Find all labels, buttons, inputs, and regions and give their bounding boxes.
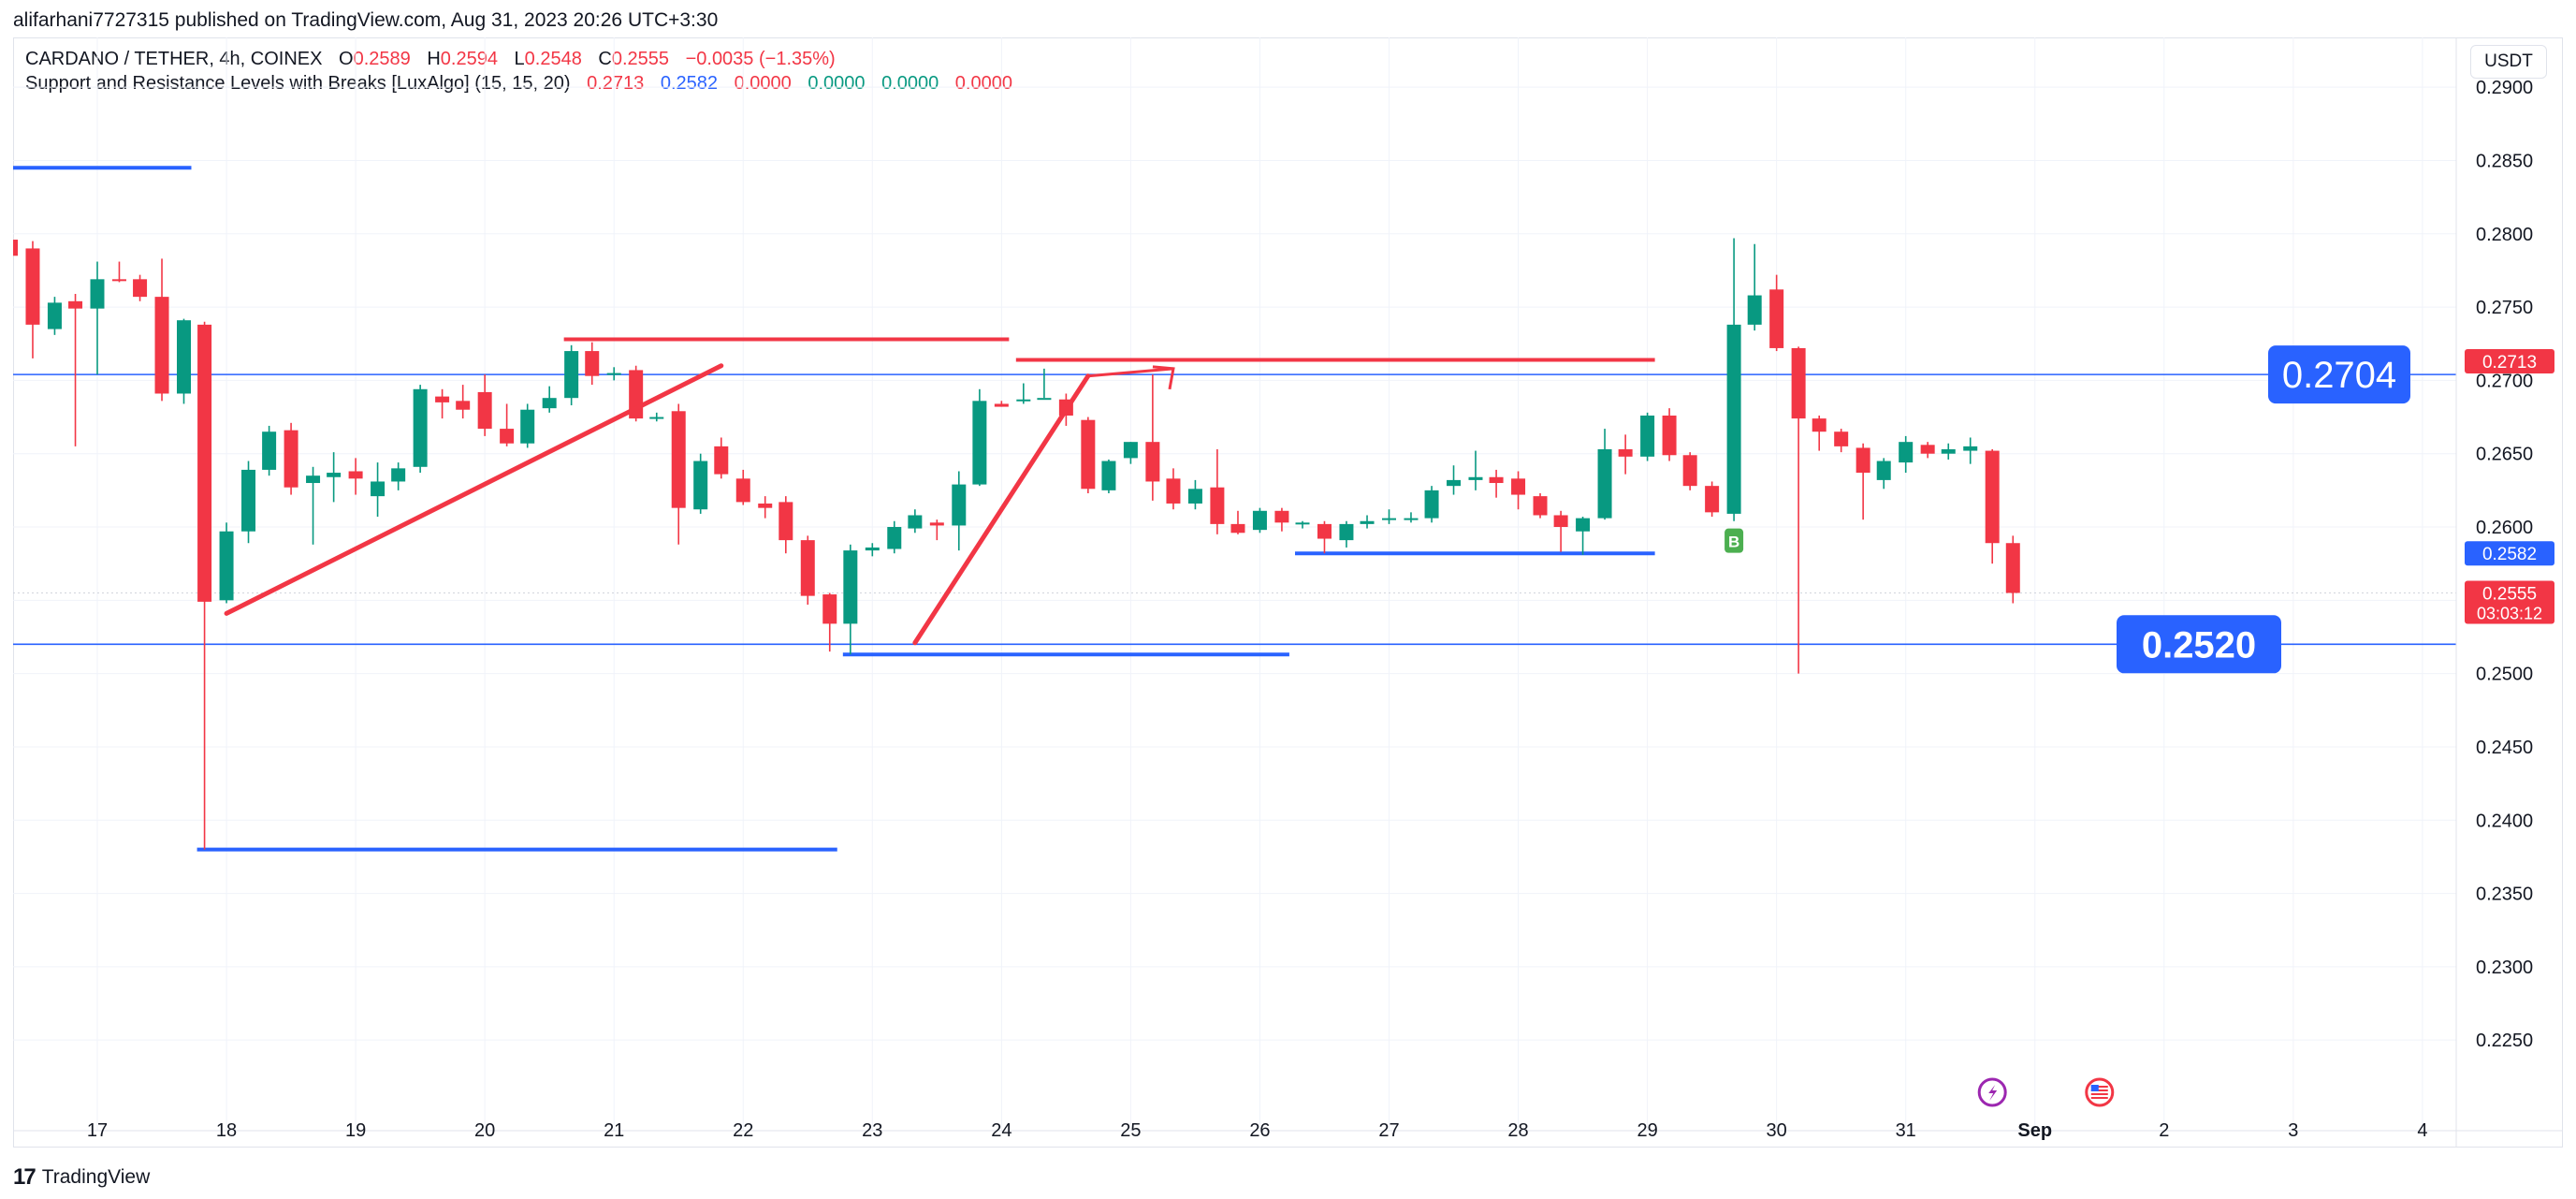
currency-button[interactable]: USDT — [2470, 45, 2547, 79]
ohlc-change: −0.0035 (−1.35%) — [685, 49, 836, 69]
indicator-value: 0.0000 — [734, 73, 792, 94]
indicator-value: 0.0000 — [808, 73, 866, 94]
tradingview-mark-icon: 17 — [13, 1164, 36, 1190]
ohlc-high: 0.2594 — [440, 49, 498, 69]
indicator-value: 0.0000 — [954, 73, 1012, 94]
indicator-value: 0.2713 — [587, 73, 645, 94]
tradingview-brand: TradingView — [41, 1166, 151, 1188]
indicator-value: 0.2582 — [660, 73, 719, 94]
ohlc-high-label: H — [427, 49, 441, 69]
indicator-title[interactable]: Support and Resistance Levels with Break… — [25, 73, 571, 94]
indicator-value: 0.0000 — [881, 73, 939, 94]
chart-frame — [13, 37, 2563, 1148]
ohlc-open: 0.2589 — [353, 49, 411, 69]
symbol-title[interactable]: CARDANO / TETHER, 4h, COINEX — [25, 49, 323, 69]
ohlc-low: 0.2548 — [524, 49, 582, 69]
ohlc-close-label: C — [598, 49, 612, 69]
ohlc-low-label: L — [514, 49, 525, 69]
tradingview-logo[interactable]: 17 TradingView — [13, 1164, 150, 1191]
indicator-legend: Support and Resistance Levels with Break… — [25, 73, 1012, 95]
ohlc-open-label: O — [339, 49, 354, 69]
ohlc-close: 0.2555 — [611, 49, 670, 69]
symbol-legend: CARDANO / TETHER, 4h, COINEX O0.2589 H0.… — [25, 49, 836, 70]
publisher-line: alifarhani7727315 published on TradingVi… — [13, 9, 719, 31]
